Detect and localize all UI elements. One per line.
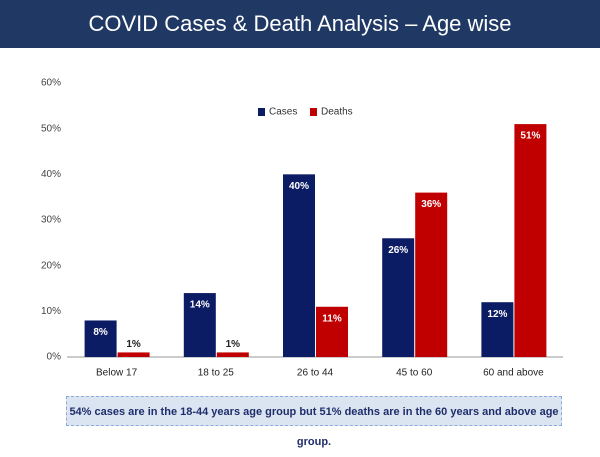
legend-swatch — [310, 108, 317, 116]
x-tick-label: 18 to 25 — [198, 368, 235, 379]
y-tick-label: 10% — [41, 306, 61, 317]
value-label: 12% — [487, 309, 507, 320]
bar — [316, 306, 348, 357]
bar — [415, 192, 448, 357]
bar — [514, 124, 547, 357]
y-tick-label: 40% — [41, 169, 61, 180]
value-label: 26% — [388, 245, 408, 256]
bar — [481, 302, 514, 357]
value-label: 14% — [190, 300, 210, 311]
y-tick-label: 60% — [41, 78, 61, 89]
legend-swatch — [258, 108, 265, 116]
chart-title: COVID Cases & Death Analysis – Age wise — [0, 0, 600, 48]
bar — [283, 174, 315, 357]
value-label: 36% — [421, 199, 441, 210]
value-label: 51% — [520, 131, 540, 142]
legend-label: Cases — [269, 107, 297, 118]
bar — [216, 352, 249, 357]
note: 54% cases are in the 18-44 years age gro… — [66, 396, 562, 448]
bar — [183, 293, 216, 357]
value-label: 1% — [126, 339, 141, 350]
value-label: 11% — [322, 313, 342, 324]
x-tick-label: 45 to 60 — [396, 368, 433, 379]
x-tick-label: 26 to 44 — [297, 368, 334, 379]
x-tick-label: Below 17 — [96, 368, 138, 379]
bar — [84, 320, 117, 357]
x-tick-label: 60 and above — [483, 368, 544, 379]
y-tick-label: 50% — [41, 123, 61, 134]
value-label: 8% — [93, 327, 108, 338]
bar — [117, 352, 150, 357]
bar — [382, 238, 415, 357]
chart: 0% 10% 20% 30% 40% 50% 60% Cases Deaths Below 17 8… — [41, 78, 563, 379]
value-label: 40% — [289, 181, 309, 192]
value-label: 1% — [226, 339, 241, 350]
y-tick-label: 20% — [41, 260, 61, 271]
legend-label: Deaths — [321, 107, 353, 118]
y-tick-label: 30% — [41, 215, 61, 226]
y-tick-label: 0% — [47, 352, 62, 363]
